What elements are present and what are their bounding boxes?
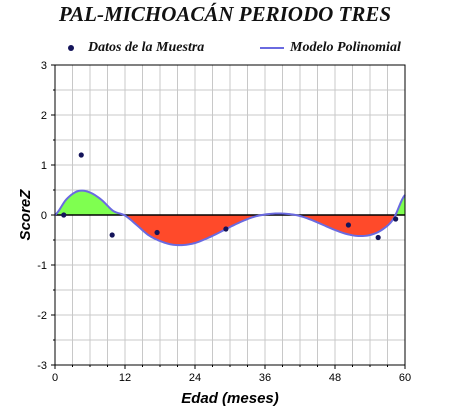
legend-marker-line: [260, 46, 284, 49]
legend-label-sample: Datos de la Muestra: [88, 40, 205, 55]
data-point: [393, 216, 399, 222]
data-point: [61, 212, 67, 218]
x-axis-label: Edad (meses): [181, 390, 279, 407]
data-point: [345, 222, 352, 228]
data-point: [109, 232, 115, 238]
y-axis-label: ScoreZ: [17, 189, 34, 241]
negative-area-fill: [55, 215, 405, 246]
legend-marker-dot: [68, 44, 74, 51]
x-tick-label: 36: [259, 372, 271, 384]
y-tick-label: 3: [41, 60, 47, 72]
x-tick-label: 48: [329, 372, 341, 384]
model-line: [54, 189, 406, 247]
legend-item-sample: Datos de la Muestra: [68, 40, 204, 56]
y-tick-label: 0: [41, 210, 47, 222]
x-tick-label: 0: [52, 372, 58, 384]
x-tick-label: 24: [189, 372, 201, 384]
x-tick-label: 60: [399, 372, 411, 384]
x-tick-label: 12: [119, 372, 131, 384]
legend-label-model: Modelo Polinomial: [290, 40, 401, 55]
chart-title: PAL-MICHOACÁN PERIODO TRES: [58, 2, 392, 26]
legend-item-model: Modelo Polinomial: [260, 40, 401, 56]
y-tick-label: 2: [41, 110, 47, 122]
data-point: [375, 234, 381, 241]
data-point: [154, 229, 160, 236]
data-point: [223, 226, 229, 232]
y-tick-label: -2: [37, 310, 47, 322]
y-tick-label: 1: [41, 160, 47, 172]
y-tick-label: -1: [37, 260, 47, 272]
y-tick-label: -3: [37, 360, 47, 372]
data-point: [78, 152, 84, 158]
